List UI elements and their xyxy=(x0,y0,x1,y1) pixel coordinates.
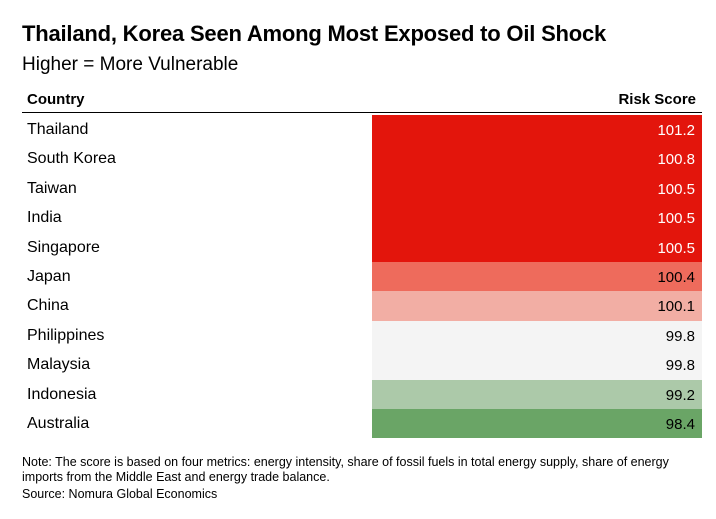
risk-score-cell: 99.8 xyxy=(372,320,702,351)
table-row: Taiwan 100.5 xyxy=(22,173,702,204)
table-body: Thailand 101.2 South Korea 100.8 Taiwan 100.5… xyxy=(22,113,702,439)
risk-score-value: 99.8 xyxy=(665,357,695,375)
country-label: Philippines xyxy=(27,326,105,344)
country-label: India xyxy=(27,209,62,227)
table-row: India 100.5 xyxy=(22,203,702,233)
table-row: Malaysia 99.8 xyxy=(22,350,702,380)
table-row: Japan 100.4 xyxy=(22,261,702,292)
chart-subtitle: Higher = More Vulnerable xyxy=(22,54,239,75)
risk-score-cell: 98.4 xyxy=(372,408,702,439)
risk-score-cell: 99.8 xyxy=(372,350,702,380)
risk-score-value: 99.2 xyxy=(665,386,695,404)
country-label: Taiwan xyxy=(27,179,77,197)
risk-score-cell: 100.1 xyxy=(372,291,702,321)
country-label: South Korea xyxy=(27,150,116,168)
country-label: Malaysia xyxy=(27,356,91,374)
risk-score-value: 100.1 xyxy=(657,298,695,316)
risk-score-value: 100.5 xyxy=(657,239,695,257)
risk-score-value: 100.8 xyxy=(657,151,695,169)
table-row: Indonesia 99.2 xyxy=(22,379,702,409)
risk-table: Country Risk Score Thailand 101.2 South Ko… xyxy=(22,84,702,439)
risk-score-value: 100.5 xyxy=(657,210,695,228)
column-header-country: Country xyxy=(27,91,85,108)
country-label: China xyxy=(27,297,69,315)
country-label: Australia xyxy=(27,414,90,432)
column-header-risk-score: Risk Score xyxy=(618,91,696,108)
risk-score-value: 99.8 xyxy=(665,327,695,345)
country-label: Indonesia xyxy=(27,385,97,403)
risk-score-cell: 99.2 xyxy=(372,379,702,409)
risk-score-cell: 100.4 xyxy=(372,261,702,292)
country-label: Thailand xyxy=(27,121,89,138)
footnote: Note: The score is based on four metrics… xyxy=(22,455,669,484)
chart-title: Thailand, Korea Seen Among Most Exposed … xyxy=(22,21,607,46)
risk-score-value: 100.4 xyxy=(657,268,695,286)
table-row: Thailand 101.2 xyxy=(22,115,702,145)
risk-score-value: 100.5 xyxy=(657,180,695,198)
risk-score-cell: 100.5 xyxy=(372,232,702,262)
country-label: Japan xyxy=(27,267,71,285)
table-row: South Korea 100.8 xyxy=(22,144,702,174)
risk-score-cell: 100.5 xyxy=(372,203,702,233)
table-row: China 100.1 xyxy=(22,291,702,321)
risk-score-value: 101.2 xyxy=(657,122,695,139)
risk-score-cell: 101.2 xyxy=(372,115,702,145)
country-label: Singapore xyxy=(27,238,100,256)
risk-score-value: 98.4 xyxy=(665,415,695,433)
table-row: Australia 98.4 xyxy=(22,408,702,439)
table-row: Philippines 99.8 xyxy=(22,320,702,351)
table-header: Country Risk Score xyxy=(22,84,702,113)
risk-score-cell: 100.8 xyxy=(372,144,702,174)
source-note: Source: Nomura Global Economics xyxy=(22,487,218,501)
risk-score-cell: 100.5 xyxy=(372,173,702,204)
table-row: Singapore 100.5 xyxy=(22,232,702,262)
